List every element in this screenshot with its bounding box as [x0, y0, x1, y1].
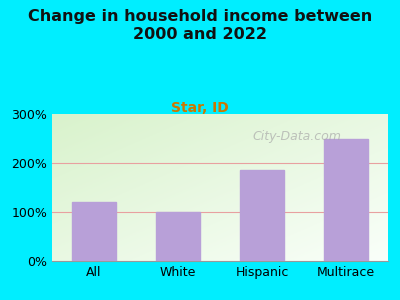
Text: City-Data.com: City-Data.com [253, 130, 342, 142]
Text: Change in household income between
2000 and 2022: Change in household income between 2000 … [28, 9, 372, 42]
Text: Star, ID: Star, ID [171, 100, 229, 115]
Bar [72, 202, 116, 261]
Bar [324, 140, 368, 261]
Bar [240, 170, 284, 261]
Bar [156, 212, 200, 261]
